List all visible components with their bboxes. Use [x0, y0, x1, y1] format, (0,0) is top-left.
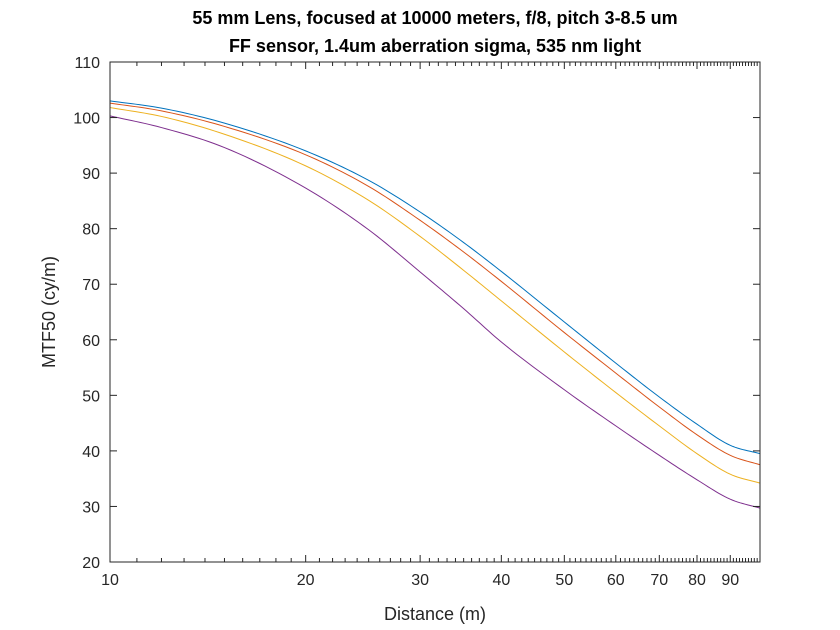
- x-tick-label: 80: [688, 572, 706, 589]
- plot-frame: [109, 61, 761, 563]
- x-tick-label: 90: [721, 572, 739, 589]
- plot-area: [110, 62, 760, 562]
- y-tick-label: 30: [82, 499, 100, 516]
- y-tick-label: 90: [82, 166, 100, 183]
- y-tick-label: 100: [73, 111, 100, 128]
- x-tick-label: 10: [101, 572, 119, 589]
- chart-subtitle: FF sensor, 1.4um aberration sigma, 535 n…: [229, 36, 641, 56]
- x-tick-label: 40: [492, 572, 510, 589]
- x-axis-label: Distance (m): [384, 604, 486, 624]
- y-tick-label: 20: [82, 555, 100, 572]
- x-tick-label: 70: [650, 572, 668, 589]
- series-line-1: [109, 100, 761, 455]
- chart-title: 55 mm Lens, focused at 10000 meters, f/8…: [192, 8, 677, 28]
- y-axis-label: MTF50 (cy/m): [39, 256, 59, 368]
- y-tick-label: 60: [82, 333, 100, 350]
- x-tick-label: 20: [297, 572, 315, 589]
- y-tick-label: 110: [74, 55, 100, 72]
- y-tick-label: 50: [82, 388, 100, 405]
- series-line-4: [109, 115, 761, 509]
- series-line-3: [109, 107, 761, 484]
- y-tick-label: 80: [82, 222, 100, 239]
- x-tick-label: 30: [411, 572, 429, 589]
- series-line-2: [109, 102, 761, 466]
- series-layer: [109, 100, 761, 509]
- x-tick-label: 50: [555, 572, 573, 589]
- y-tick-label: 40: [82, 444, 100, 461]
- x-tick-label: 60: [607, 572, 625, 589]
- y-tick-label: 70: [82, 277, 100, 294]
